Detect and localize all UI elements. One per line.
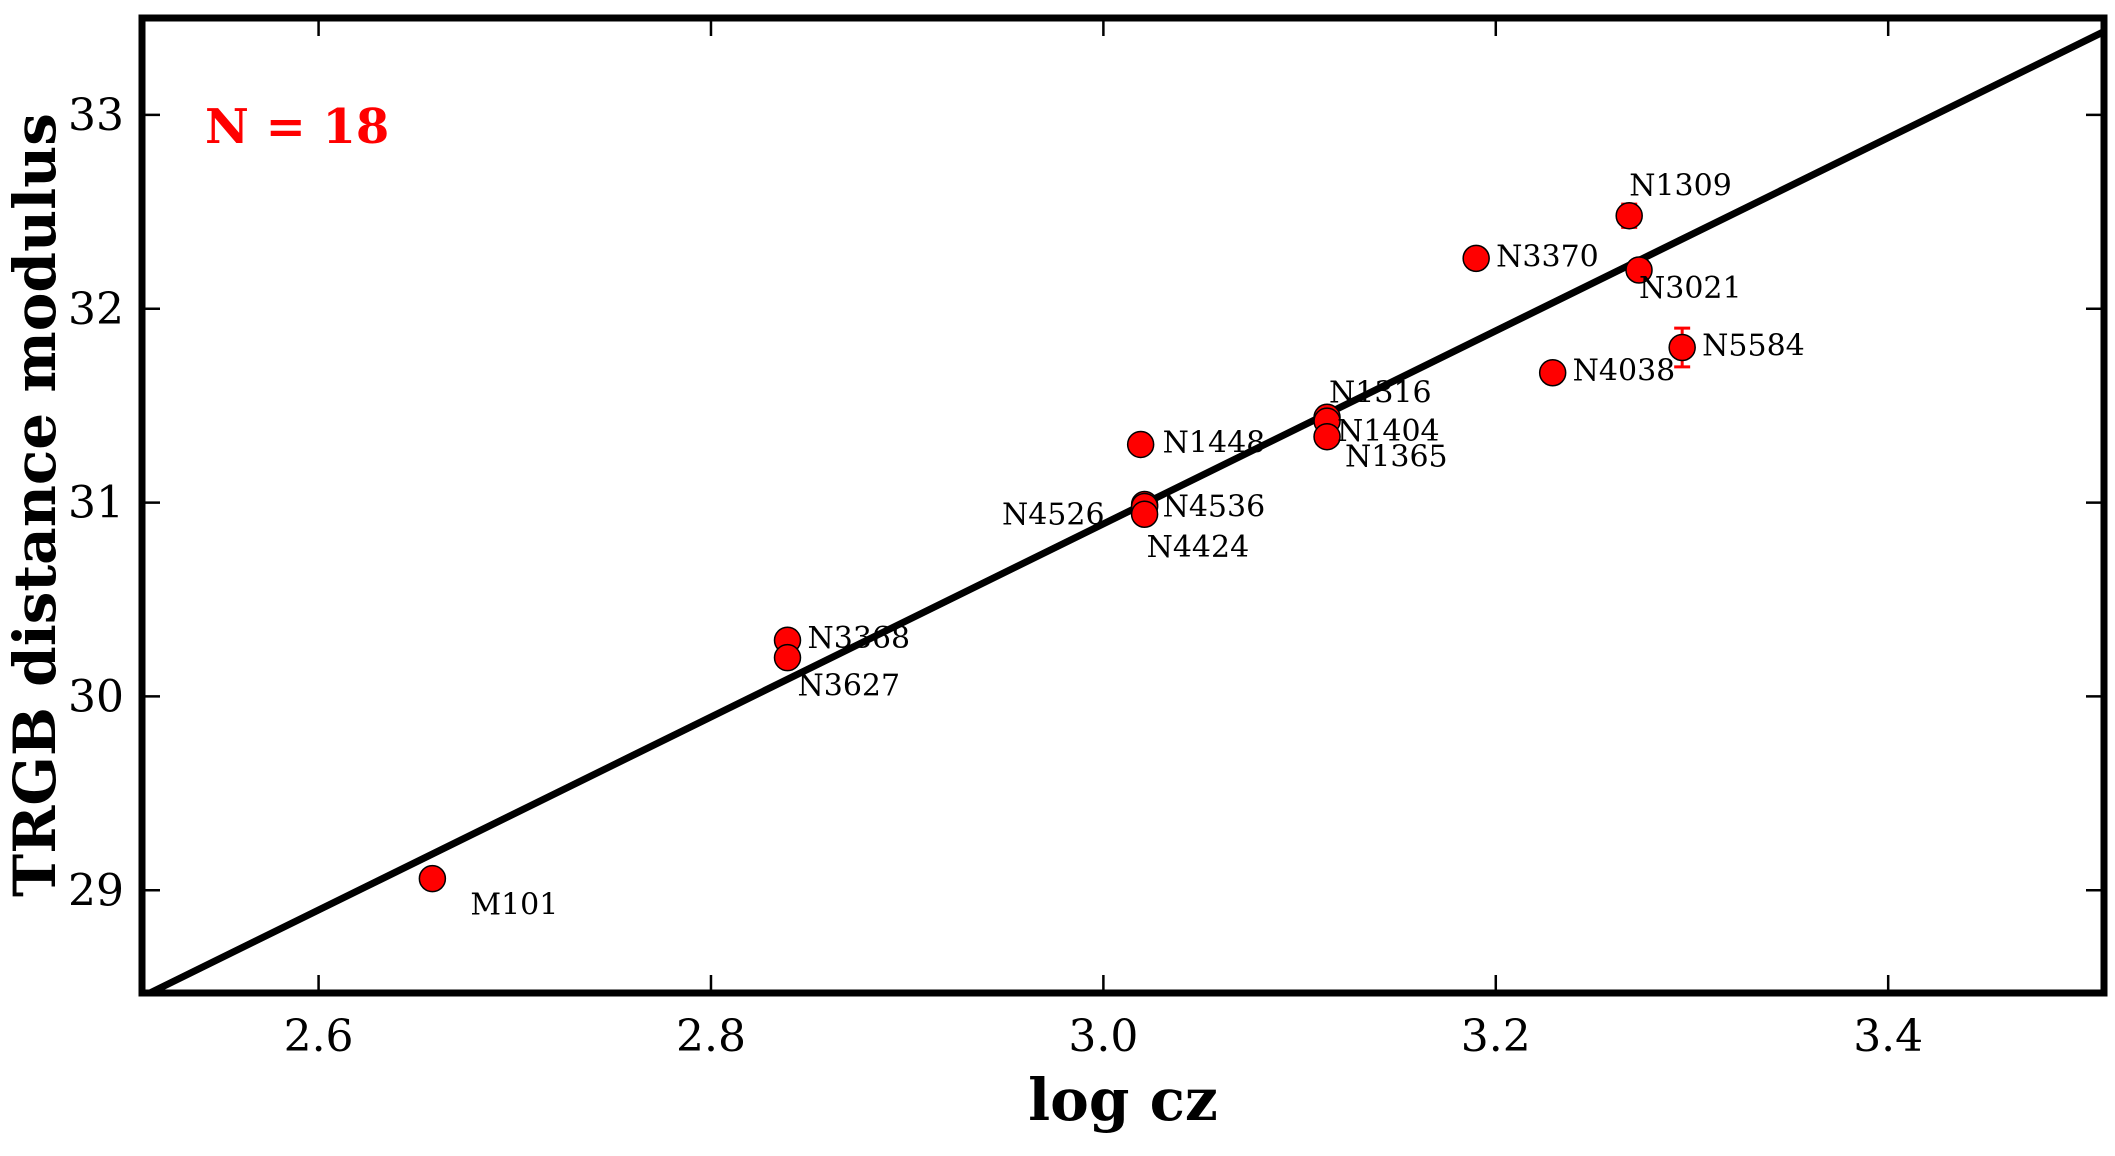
point-label-n4424: N4424 xyxy=(1147,530,1250,565)
point-marker xyxy=(1625,256,1653,284)
x-tick-label: 3.0 xyxy=(1068,1011,1138,1062)
point-label-n3627: N3627 xyxy=(797,669,900,704)
data-point-n1365 xyxy=(1313,422,1341,451)
x-tick-label: 3.4 xyxy=(1853,1011,1923,1062)
y-tick-label: 30 xyxy=(68,671,124,722)
point-marker xyxy=(418,864,447,893)
point-label-n3021: N3021 xyxy=(1639,271,1742,306)
data-point-n5584 xyxy=(1668,326,1696,369)
point-marker xyxy=(1668,333,1696,362)
data-point-n3021 xyxy=(1625,256,1653,284)
point-marker xyxy=(773,643,802,672)
fit-line xyxy=(142,28,2104,993)
point-marker xyxy=(1313,422,1341,451)
ticks-layer: 2.6 2.8 3.0 3.2 3.4 29 30 31 32 33 xyxy=(68,18,2104,1062)
point-label-n1365: N1365 xyxy=(1345,440,1448,475)
x-axis-title: log cz xyxy=(1028,1066,1218,1134)
point-label-n1316: N1316 xyxy=(1329,375,1432,410)
sample-size-annotation: N = 18 xyxy=(205,99,389,155)
point-marker xyxy=(1462,244,1490,273)
x-tick-label: 2.8 xyxy=(676,1011,746,1062)
point-label-n1309: N1309 xyxy=(1629,169,1732,204)
point-marker xyxy=(1538,358,1567,387)
point-label-n3370: N3370 xyxy=(1496,239,1599,274)
plot-frame xyxy=(138,14,2108,997)
point-label-n4526: N4526 xyxy=(1002,498,1105,533)
point-marker xyxy=(1126,430,1155,459)
data-point-n4424 xyxy=(1130,500,1159,528)
data-point-n3627 xyxy=(773,643,802,672)
y-tick-label: 33 xyxy=(68,90,124,141)
fit-line-layer xyxy=(142,28,2104,993)
data-point-m101 xyxy=(418,864,447,893)
x-tick-label: 3.2 xyxy=(1461,1011,1531,1062)
point-marker xyxy=(1615,201,1643,230)
point-label-n3368: N3368 xyxy=(807,621,910,656)
data-point-n4038 xyxy=(1538,358,1567,387)
data-point-n1309 xyxy=(1615,201,1643,230)
point-label-n1404: N1404 xyxy=(1337,414,1440,449)
point-label-n1448: N1448 xyxy=(1163,425,1266,460)
points-layer xyxy=(418,201,1696,893)
y-tick-label: 32 xyxy=(68,284,124,335)
y-axis-title: TRGB distance modulus xyxy=(1,113,69,897)
x-tick-label: 2.6 xyxy=(284,1011,354,1062)
point-marker xyxy=(1130,500,1159,528)
data-point-n1448 xyxy=(1126,430,1155,459)
y-tick-label: 29 xyxy=(68,865,124,916)
data-point-n3370 xyxy=(1462,244,1490,273)
point-label-m101: M101 xyxy=(470,888,558,923)
point-label-n4536: N4536 xyxy=(1163,489,1266,524)
point-labels-layer: M101 N3368 N3627 N1448 N4526 N4536 N4424 N1316 N… xyxy=(470,169,1804,923)
point-label-n5584: N5584 xyxy=(1702,329,1805,364)
point-label-n4038: N4038 xyxy=(1573,354,1676,389)
y-tick-label: 31 xyxy=(68,478,124,529)
